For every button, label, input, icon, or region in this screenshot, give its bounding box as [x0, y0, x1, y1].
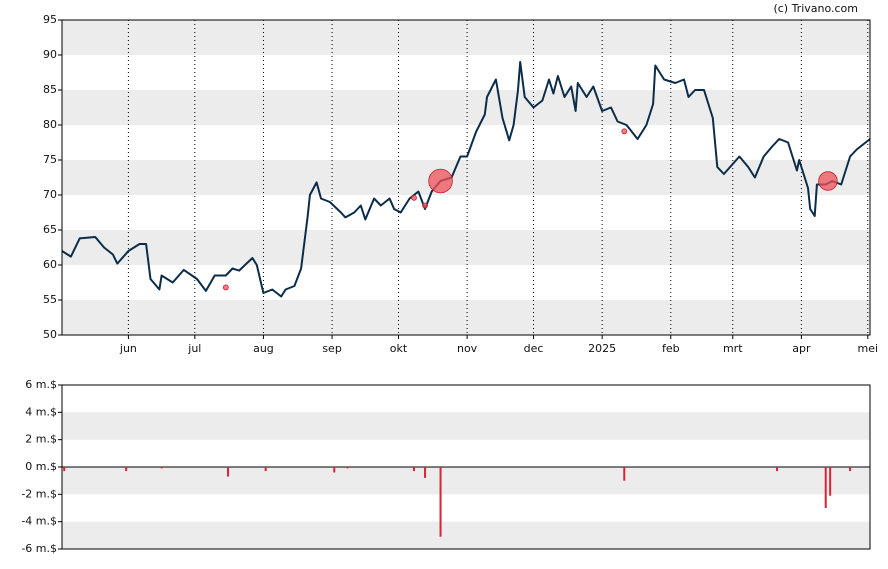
x-tick-label: aug [253, 342, 274, 355]
y-tick-label: 85 [43, 83, 57, 96]
trade-marker [621, 128, 628, 135]
y-tick-label: -4 m.$ [21, 515, 57, 528]
y-tick-label: 55 [43, 293, 57, 306]
y-tick-label: 75 [43, 153, 57, 166]
bar [849, 467, 852, 472]
attribution: (c) Trivano.com [773, 2, 858, 15]
y-tick-label: -6 m.$ [21, 542, 57, 555]
bar [63, 467, 66, 472]
y-tick-label: 60 [43, 258, 57, 271]
bar [264, 467, 267, 472]
band [62, 20, 870, 55]
bar [829, 467, 832, 496]
x-tick-label: mrt [723, 342, 743, 355]
y-tick-label: 65 [43, 223, 57, 236]
x-tick-label: dec [524, 342, 544, 355]
band [62, 521, 870, 549]
y-tick-label: 90 [43, 48, 57, 61]
trade-marker [222, 284, 229, 291]
bar [227, 467, 230, 477]
plot-frame [61, 19, 871, 336]
price-line [61, 61, 871, 298]
band [62, 412, 870, 440]
band [62, 467, 870, 495]
bar [623, 467, 626, 481]
trade-marker [428, 168, 453, 194]
y-tick-label: 2 m.$ [25, 433, 57, 446]
x-tick-label: mei [858, 342, 879, 355]
x-tick-label: nov [457, 342, 478, 355]
bar [346, 467, 349, 469]
band [62, 300, 870, 335]
bar [824, 467, 827, 508]
x-tick-label: jun [119, 342, 137, 355]
x-tick-label: 2025 [588, 342, 616, 355]
band [62, 160, 870, 195]
x-tick-label: jul [187, 342, 201, 355]
x-tick-label: okt [390, 342, 408, 355]
band [62, 230, 870, 265]
y-tick-label: 4 m.$ [25, 405, 57, 418]
bar [424, 467, 427, 478]
y-tick-label: 95 [43, 13, 57, 26]
plot-frame [61, 384, 871, 550]
trade-marker [818, 171, 838, 191]
x-tick-label: feb [662, 342, 680, 355]
x-tick-label: apr [792, 342, 811, 355]
bar [125, 467, 128, 472]
bar [160, 467, 163, 469]
trade-marker [422, 202, 428, 209]
bar [439, 467, 442, 537]
bar [333, 467, 336, 473]
band [62, 90, 870, 125]
trade-marker [411, 194, 417, 201]
y-tick-label: 70 [43, 188, 57, 201]
y-tick-label: -2 m.$ [21, 487, 57, 500]
x-tick-label: sep [322, 342, 341, 355]
y-tick-label: 80 [43, 118, 57, 131]
y-tick-label: 50 [43, 328, 57, 341]
y-tick-label: 0 m.$ [25, 460, 57, 473]
bar [776, 467, 779, 472]
y-tick-label: 6 m.$ [25, 378, 57, 391]
bar [412, 467, 415, 472]
